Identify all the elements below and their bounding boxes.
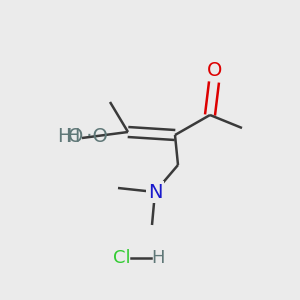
Text: H: H xyxy=(151,249,164,267)
Text: O: O xyxy=(68,127,84,146)
Text: H: H xyxy=(57,127,71,146)
Text: Cl: Cl xyxy=(113,249,131,267)
Text: H: H xyxy=(65,128,80,146)
Text: N: N xyxy=(148,182,162,202)
Text: O: O xyxy=(207,61,223,80)
Text: ·O: ·O xyxy=(80,128,108,146)
